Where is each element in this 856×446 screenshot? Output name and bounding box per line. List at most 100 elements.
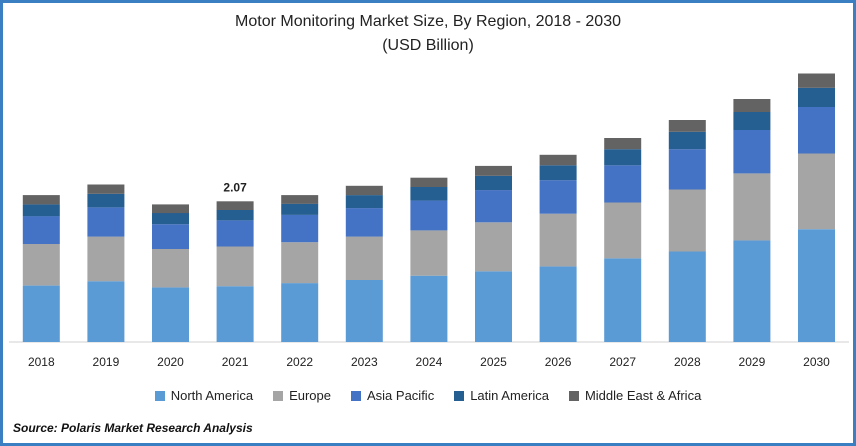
bar-segment-europe-2024 [410,230,448,276]
legend-item-north-america: North America [154,388,254,403]
bar-segment-north-america-2020 [152,287,189,342]
bar-segment-north-america-2030 [798,229,835,342]
bar-segment-asia-pacific-2020 [152,224,189,249]
legend-item-asia-pacific: Asia Pacific [351,388,434,403]
x-tick-label: 2030 [803,355,830,369]
bar-segment-asia-pacific-2022 [281,214,319,243]
bar-segment-latin-america-2022 [281,203,319,215]
bar-segment-europe-2018 [22,244,60,286]
bar-segment-asia-pacific-2024 [410,200,448,231]
bar-segment-europe-2029 [733,173,771,241]
legend-label: Middle East & Africa [584,388,702,403]
bar-segment-asia-pacific-2023 [345,208,383,237]
bar-segment-middle-east-africa-2022 [281,195,319,204]
bar-segment-latin-america-2025 [475,175,512,191]
bar-segment-europe-2027 [604,202,642,259]
bar-segment-middle-east-africa-2030 [798,73,835,88]
source-note: Source: Polaris Market Research Analysis [13,421,253,435]
bar-segment-north-america-2024 [410,275,448,342]
bar-segment-north-america-2018 [22,285,60,342]
legend-label: North America [170,388,254,403]
bar-segment-middle-east-africa-2021 [216,201,254,210]
chart-subtitle: (USD Billion) [382,37,474,54]
x-tick-label: 2021 [222,355,249,369]
legend-item-latin-america: Latin America [454,388,549,403]
bar-segment-asia-pacific-2027 [604,165,642,203]
bar-segment-asia-pacific-2030 [798,107,835,154]
bar-segment-latin-america-2023 [345,195,383,209]
bar-segment-north-america-2028 [668,251,706,342]
bar-segment-asia-pacific-2019 [87,207,125,237]
x-tick-label: 2019 [93,355,120,369]
x-tick-label: 2024 [416,355,443,369]
bar-segment-middle-east-africa-2018 [22,195,60,205]
legend-label: Asia Pacific [367,388,435,403]
bar-segment-latin-america-2019 [87,193,125,208]
bar-segment-latin-america-2024 [410,187,448,201]
data-label: 2.07 [223,180,247,194]
bar-segment-latin-america-2028 [668,131,706,150]
bar-segment-north-america-2025 [475,271,512,342]
bar-segment-asia-pacific-2026 [539,180,577,214]
bar-segment-north-america-2026 [539,266,577,342]
legend-swatch [568,390,579,401]
bar-segment-asia-pacific-2021 [216,220,254,247]
bar-segment-north-america-2019 [87,281,125,342]
legend-swatch [273,390,284,401]
bar-segment-europe-2028 [668,189,706,252]
bar-segment-north-america-2022 [281,283,319,342]
bar-segment-europe-2030 [798,153,835,230]
x-tick-label: 2020 [157,355,184,369]
x-tick-label: 2023 [351,355,378,369]
bar-segment-middle-east-africa-2020 [152,204,189,214]
bar-segment-europe-2021 [216,246,254,287]
x-tick-label: 2025 [480,355,507,369]
bar-segment-latin-america-2026 [539,165,577,181]
legend-swatch [154,390,165,401]
bar-segment-middle-east-africa-2024 [410,177,448,187]
bar-segment-latin-america-2029 [733,112,771,130]
legend-swatch [454,390,465,401]
bar-segment-north-america-2023 [345,280,383,342]
x-tick-label: 2029 [739,355,766,369]
bar-segment-middle-east-africa-2027 [604,138,642,150]
bar-segment-middle-east-africa-2028 [668,120,706,132]
bar-segment-europe-2026 [539,213,577,267]
x-tick-label: 2028 [674,355,701,369]
bar-segment-middle-east-africa-2023 [345,185,383,196]
bar-segment-north-america-2027 [604,258,642,342]
bar-segment-asia-pacific-2018 [22,216,60,244]
bar-segment-europe-2020 [152,249,189,288]
legend-item-europe: Europe [273,388,331,403]
bar-segment-middle-east-africa-2029 [733,99,771,112]
bar-segment-europe-2025 [475,222,512,272]
bar-segment-north-america-2029 [733,240,771,342]
bar-segment-asia-pacific-2029 [733,130,771,174]
bar-segment-latin-america-2027 [604,149,642,166]
chart-legend: North America Europe Asia Pacific Latin Ame… [3,388,853,403]
x-tick-label: 2022 [286,355,313,369]
legend-label: Europe [289,388,331,403]
x-tick-label: 2027 [609,355,636,369]
bar-segment-europe-2019 [87,236,125,282]
bar-segment-europe-2023 [345,236,383,280]
x-tick-label: 2018 [28,355,55,369]
bar-segment-middle-east-africa-2025 [475,165,512,176]
legend-swatch [351,390,361,401]
bar-segment-latin-america-2020 [152,213,189,225]
bar-segment-asia-pacific-2028 [668,149,706,190]
bar-segment-latin-america-2021 [216,209,254,221]
x-tick-label: 2026 [545,355,572,369]
stacked-bar-chart: 2018 2019 2020 2021 2.07 2022 2023 2024 2025 2026… [9,73,849,369]
bar-segment-europe-2022 [281,242,319,284]
bar-segment-latin-america-2030 [798,87,835,107]
legend-item-middle-east-africa: Middle East & Africa [568,388,702,403]
bar-segment-latin-america-2018 [22,204,60,217]
bar-segment-middle-east-africa-2019 [87,184,125,194]
bar-segment-asia-pacific-2025 [475,190,512,223]
bar-segment-north-america-2021 [216,286,254,342]
bar-segment-middle-east-africa-2026 [539,154,577,166]
legend-label: Latin America [470,388,549,403]
chart-title: Motor Monitoring Market Size, By Region,… [235,13,621,30]
